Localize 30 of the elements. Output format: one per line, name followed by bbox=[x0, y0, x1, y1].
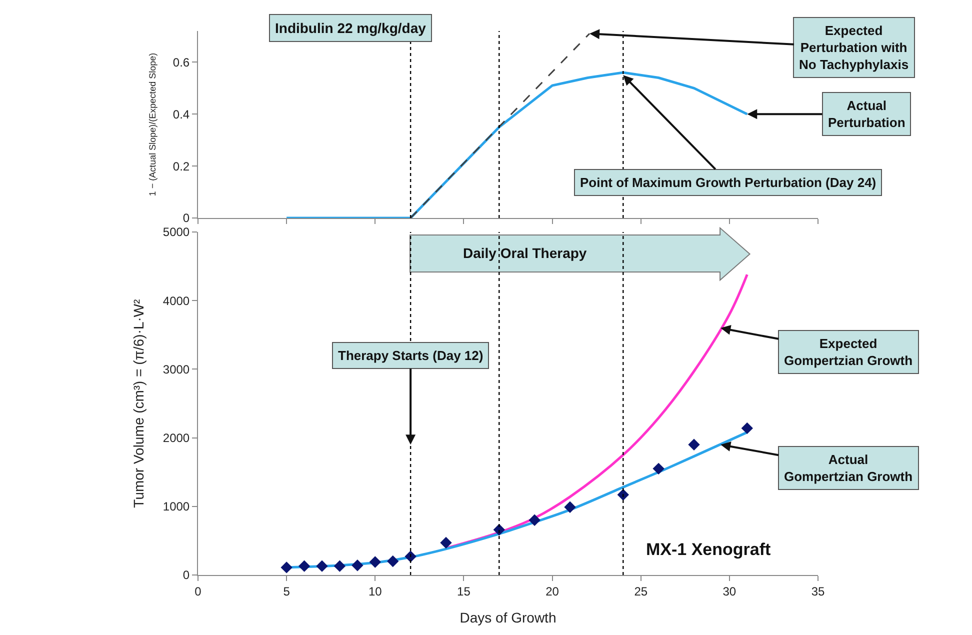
x-axis-title: Days of Growth bbox=[460, 610, 556, 626]
annotation: Actual Perturbation bbox=[828, 98, 906, 130]
y-tick-label: 0.2 bbox=[172, 159, 190, 174]
annotation: Therapy Starts (Day 12) bbox=[338, 348, 484, 363]
y-tick-label: 0.4 bbox=[172, 107, 190, 122]
annotation: Expected Gompertzian Growth bbox=[784, 336, 913, 368]
x-tick-label: 10 bbox=[368, 584, 382, 598]
x-tick-label: 20 bbox=[546, 584, 560, 598]
x-tick-label: 5 bbox=[283, 584, 290, 598]
y-axis-title: 1 − (Actual Slope)/(Expected Slope) bbox=[147, 52, 158, 196]
annotation: Indibulin 22 mg/kg/day bbox=[275, 20, 426, 36]
x-tick-label: 30 bbox=[722, 584, 736, 598]
y-axis-title: Tumor Volume (cm³) = (π/6)·L·W² bbox=[130, 298, 146, 508]
y-tick-label: 4000 bbox=[162, 294, 190, 308]
x-tick-label: 0 bbox=[194, 584, 202, 598]
x-tick-label: 35 bbox=[811, 584, 825, 598]
annotation: Daily Oral Therapy bbox=[463, 245, 587, 261]
x-tick-label: 15 bbox=[457, 584, 471, 598]
y-tick-label: 5000 bbox=[162, 225, 190, 240]
y-tick-label: 2000 bbox=[162, 431, 190, 445]
y-tick-label: 0 bbox=[182, 211, 190, 226]
annotation: Point of Maximum Growth Perturbation (Day 24) bbox=[580, 175, 876, 190]
y-tick-label: 3000 bbox=[162, 362, 190, 376]
y-tick-label: 0 bbox=[182, 568, 190, 582]
y-tick-label: 0.6 bbox=[172, 55, 190, 70]
annotation: Actual Gompertzian Growth bbox=[784, 452, 913, 484]
annotation: Expected Perturbation with No Tachyphylaxis bbox=[799, 23, 909, 72]
annotation: MX-1 Xenograft bbox=[646, 540, 772, 559]
y-tick-label: 1000 bbox=[162, 500, 190, 514]
x-tick-label: 25 bbox=[634, 584, 648, 598]
